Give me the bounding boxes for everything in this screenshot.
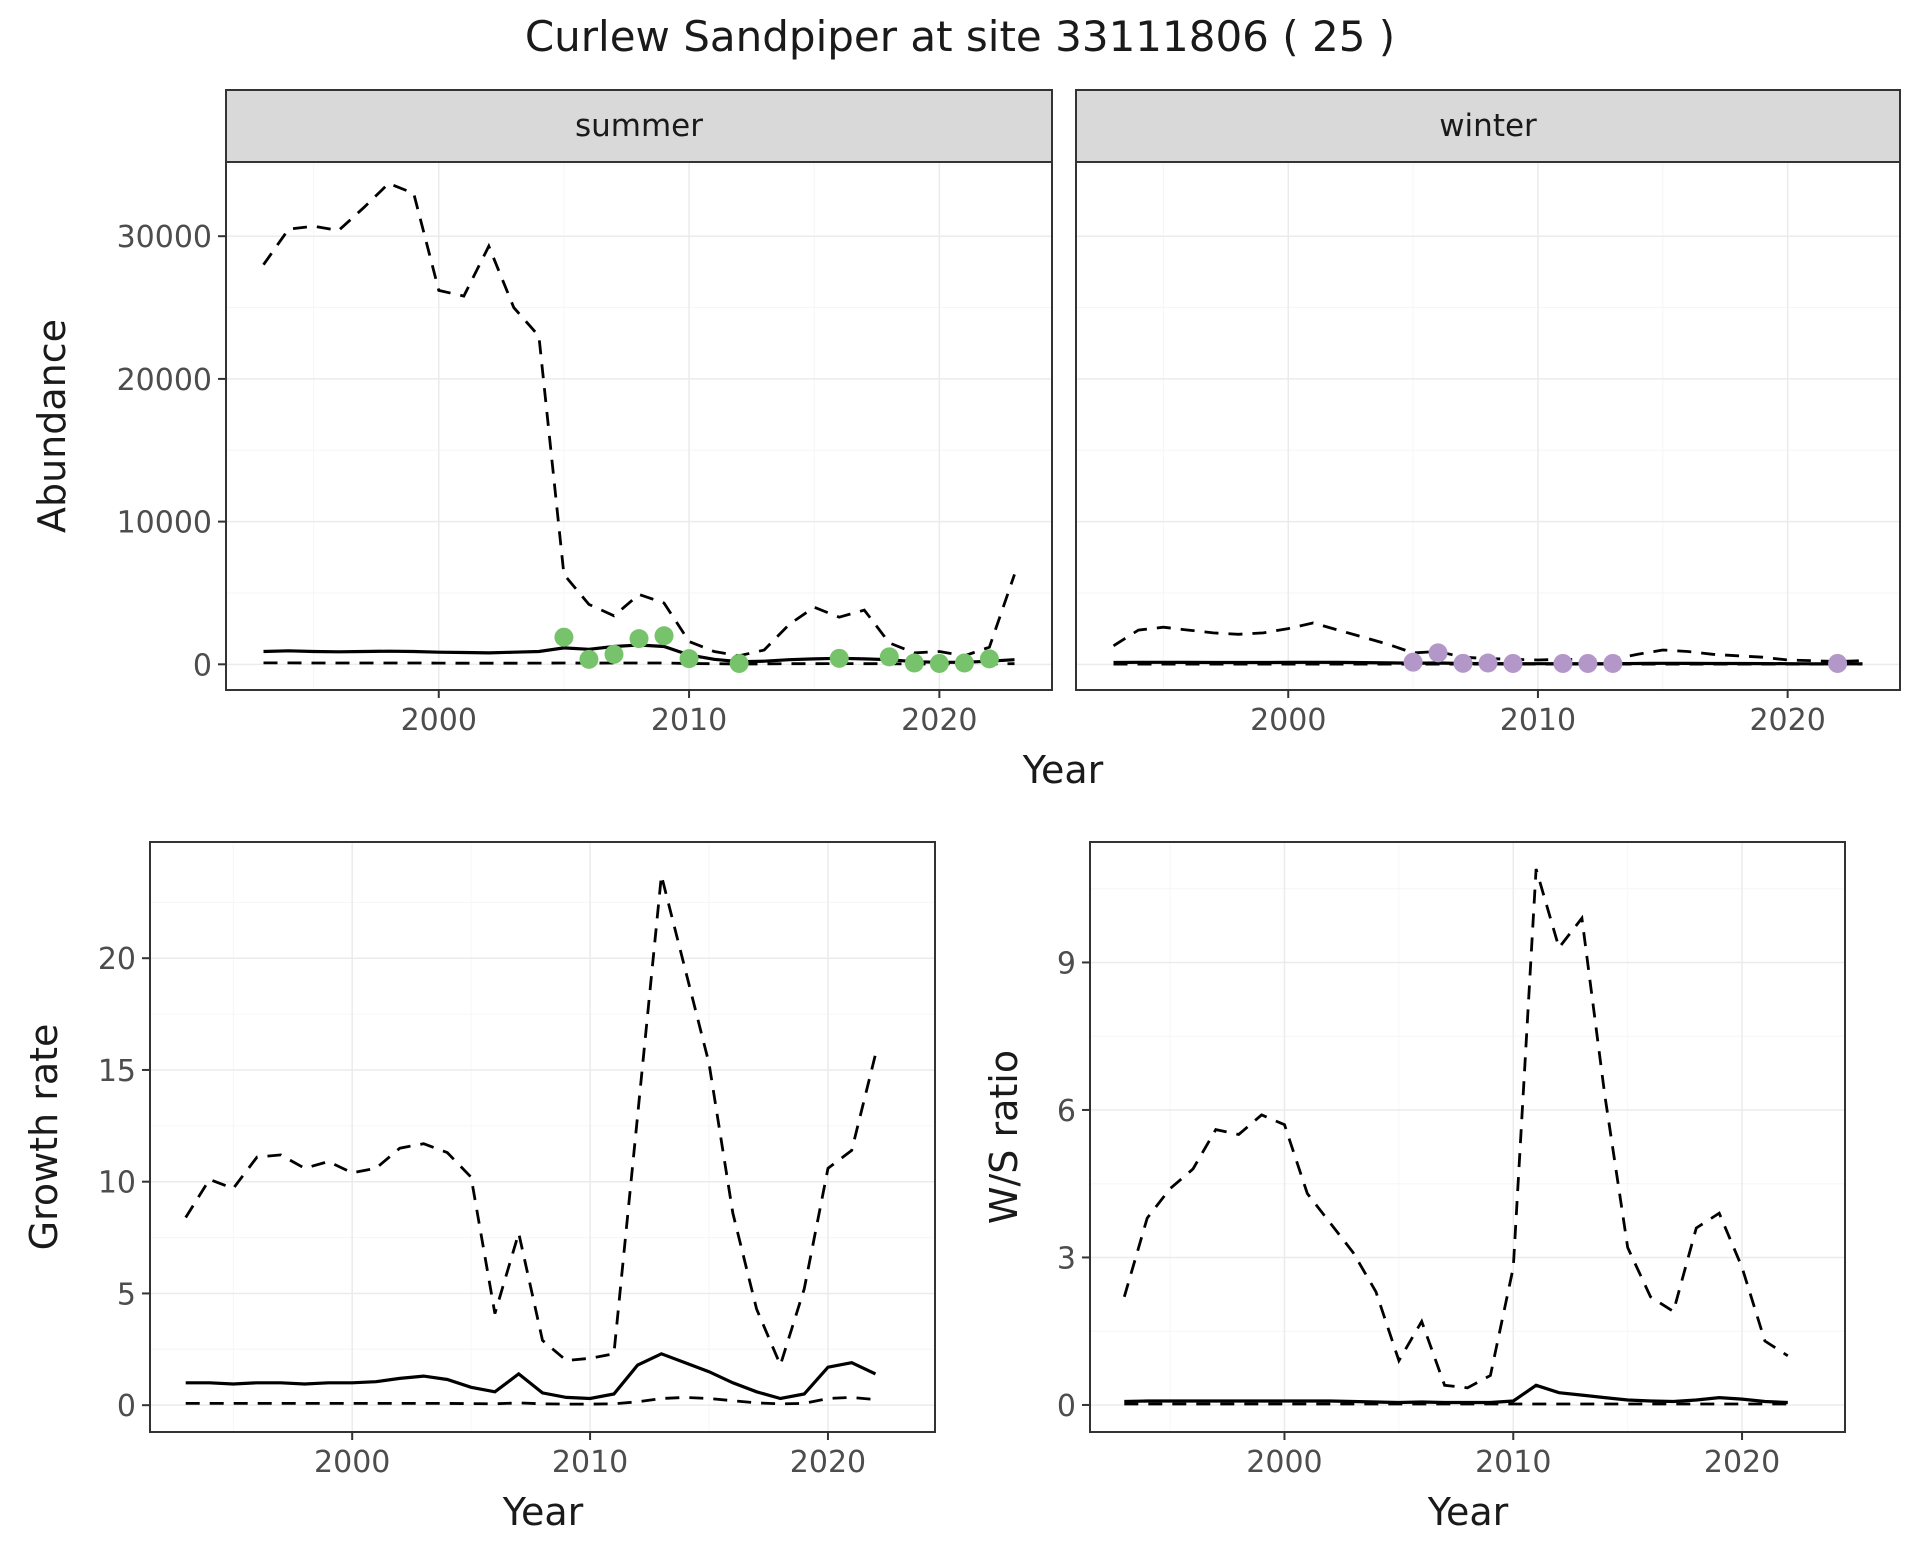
panel-background xyxy=(1090,842,1845,1432)
upper-ci-line xyxy=(1122,868,1789,1390)
panel-border xyxy=(149,841,936,1433)
median-line xyxy=(185,1352,877,1401)
x-tick-label: 2000 xyxy=(314,1445,390,1480)
observation-point xyxy=(1403,652,1423,672)
y-axis-title-abundance: Abundance xyxy=(30,318,74,534)
observation-point xyxy=(1603,653,1623,673)
observation-point xyxy=(1503,653,1523,673)
y-tick-label: 30000 xyxy=(117,220,212,255)
x-tick-label: 2010 xyxy=(1500,703,1576,738)
y-tick-label: 6 xyxy=(1057,1094,1076,1129)
y-tick-label: 3 xyxy=(1057,1241,1076,1276)
facet-strip-summer xyxy=(225,89,1053,163)
x-tick-label: 2000 xyxy=(1250,703,1326,738)
y-axis-title-growth-rate: Growth rate xyxy=(22,1023,66,1251)
observation-point xyxy=(1478,653,1498,673)
observation-point xyxy=(579,649,599,669)
x-tick-label: 2010 xyxy=(651,703,727,738)
panel-border xyxy=(1089,841,1846,1433)
x-tick-label: 2020 xyxy=(790,1445,866,1480)
facet-strip-winter xyxy=(1075,89,1901,163)
y-tick-label: 0 xyxy=(1057,1389,1076,1424)
x-tick-label: 2020 xyxy=(1704,1445,1780,1480)
observation-point xyxy=(604,644,624,664)
panel-background xyxy=(1076,162,1900,690)
y-tick-label: 20 xyxy=(98,942,136,977)
panel-background xyxy=(226,162,1052,690)
facet-strip-label: winter xyxy=(1439,108,1537,144)
x-axis-title-year-top: Year xyxy=(1022,748,1104,792)
y-tick-label: 10000 xyxy=(117,506,212,541)
x-tick-label: 2020 xyxy=(901,703,977,738)
x-tick-label: 2020 xyxy=(1749,703,1825,738)
y-tick-label: 5 xyxy=(117,1277,136,1312)
observation-point xyxy=(679,649,699,669)
x-tick-label: 2000 xyxy=(1246,1445,1322,1480)
observation-point xyxy=(879,647,899,667)
observation-point xyxy=(1428,643,1448,663)
upper-ci-line xyxy=(184,875,877,1370)
x-axis-title-year-ws: Year xyxy=(1427,1490,1509,1534)
y-axis-title-ws-ratio: W/S ratio xyxy=(982,1049,1026,1225)
observation-point xyxy=(554,627,574,647)
observation-point xyxy=(829,648,849,668)
y-tick-label: 9 xyxy=(1057,946,1076,981)
observation-point xyxy=(954,653,974,673)
figure-title: Curlew Sandpiper at site 33111806 ( 25 ) xyxy=(524,12,1396,61)
lower-ci-line xyxy=(185,1395,876,1406)
y-tick-label: 20000 xyxy=(117,363,212,398)
y-tick-label: 0 xyxy=(193,648,212,683)
observation-point xyxy=(1453,653,1473,673)
observation-point xyxy=(654,626,674,646)
y-tick-label: 0 xyxy=(117,1389,136,1424)
y-tick-label: 10 xyxy=(98,1166,136,1201)
panel-background xyxy=(150,842,935,1432)
x-axis-title-year-growth: Year xyxy=(502,1490,584,1534)
observation-point xyxy=(904,653,924,673)
x-tick-label: 2010 xyxy=(1475,1445,1551,1480)
x-tick-label: 2010 xyxy=(552,1445,628,1480)
facet-strip-label: summer xyxy=(575,108,703,144)
observation-point xyxy=(1553,653,1573,673)
observation-point xyxy=(1828,653,1848,673)
observation-point xyxy=(629,629,649,649)
observation-point xyxy=(729,653,749,673)
x-tick-label: 2000 xyxy=(401,703,477,738)
median-line xyxy=(1124,1383,1788,1405)
y-tick-label: 15 xyxy=(98,1054,136,1089)
observation-point xyxy=(979,649,999,669)
observation-point xyxy=(929,653,949,673)
observation-point xyxy=(1578,653,1598,673)
